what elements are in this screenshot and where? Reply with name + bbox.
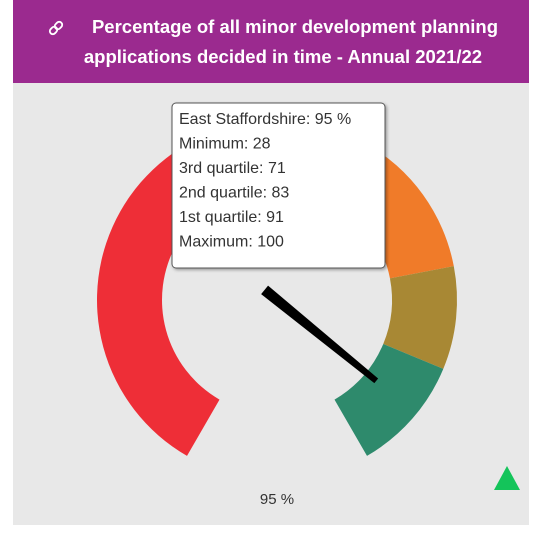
tooltip-line: Maximum: 100	[179, 234, 284, 251]
tooltip-box	[171, 102, 386, 269]
title-line: applications decided in time - Annual 20…	[84, 46, 482, 67]
trend-indicator	[494, 466, 520, 490]
gauge-band	[383, 266, 458, 369]
tooltip-line: 2nd quartile: 83	[179, 185, 289, 202]
tooltip-line: Minimum: 28	[179, 136, 271, 153]
title-bar	[13, 0, 529, 83]
tooltip-line: East Staffordshire: 95 %	[179, 111, 351, 128]
needle	[261, 285, 379, 384]
tooltip: East Staffordshire: 95 % Minimum: 28 3rd q…	[171, 102, 386, 269]
gauge-band	[334, 344, 444, 456]
link-icon[interactable]	[48, 20, 64, 36]
title-line: Percentage of all minor development plan…	[92, 16, 498, 37]
gauge-band	[97, 120, 365, 456]
value-label: 95 %	[260, 491, 294, 508]
tooltip-line: 3rd quartile: 71	[179, 160, 286, 177]
tooltip-line: 1st quartile: 91	[179, 209, 284, 226]
